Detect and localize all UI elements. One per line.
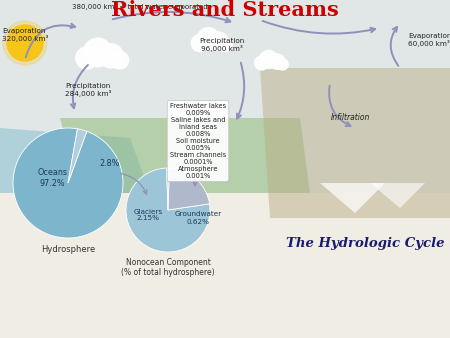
Text: Evaporation
60,000 km³: Evaporation 60,000 km³ (408, 33, 450, 47)
Circle shape (269, 54, 285, 69)
Circle shape (277, 59, 288, 70)
Circle shape (260, 50, 278, 69)
Wedge shape (13, 128, 123, 238)
Wedge shape (68, 129, 87, 183)
Circle shape (7, 25, 43, 61)
Circle shape (99, 44, 123, 68)
Circle shape (197, 28, 219, 50)
Circle shape (191, 34, 208, 51)
Wedge shape (166, 168, 169, 210)
Text: The Hydrologic Cycle: The Hydrologic Cycle (286, 237, 444, 249)
Circle shape (255, 56, 269, 70)
Polygon shape (370, 183, 425, 208)
Polygon shape (0, 128, 150, 193)
Circle shape (84, 38, 112, 67)
Text: 380,000 km³ = total water evaporated: 380,000 km³ = total water evaporated (72, 3, 208, 10)
Polygon shape (60, 118, 310, 193)
Text: 2.8%: 2.8% (100, 159, 120, 168)
Text: Rivers and Streams: Rivers and Streams (111, 0, 339, 20)
Text: Freshwater lakes
0.009%
Saline lakes and
inland seas
0.008%
Soil moisture
0.005%: Freshwater lakes 0.009% Saline lakes and… (170, 103, 226, 179)
Wedge shape (168, 168, 210, 210)
Text: Groundwater
0.62%: Groundwater 0.62% (175, 212, 221, 224)
Circle shape (209, 32, 228, 51)
Text: Glaciers
2.15%: Glaciers 2.15% (133, 209, 162, 221)
Text: Evaporation
320,000 km³: Evaporation 320,000 km³ (2, 28, 49, 42)
Circle shape (111, 51, 129, 69)
Text: Nonocean Component
(% of total hydrosphere): Nonocean Component (% of total hydrosphe… (121, 258, 215, 277)
Circle shape (76, 47, 98, 69)
Circle shape (219, 38, 232, 51)
Wedge shape (126, 168, 210, 252)
Text: Infiltration: Infiltration (330, 114, 370, 122)
Text: Precipitation
96,000 km³: Precipitation 96,000 km³ (199, 38, 245, 52)
Text: Oceans
97.2%: Oceans 97.2% (37, 168, 67, 188)
Polygon shape (0, 0, 450, 193)
Polygon shape (320, 183, 385, 213)
Polygon shape (260, 68, 450, 218)
Text: Hydrosphere: Hydrosphere (41, 245, 95, 254)
Circle shape (3, 21, 47, 65)
Text: Precipitation
284,000 km³: Precipitation 284,000 km³ (65, 83, 112, 97)
